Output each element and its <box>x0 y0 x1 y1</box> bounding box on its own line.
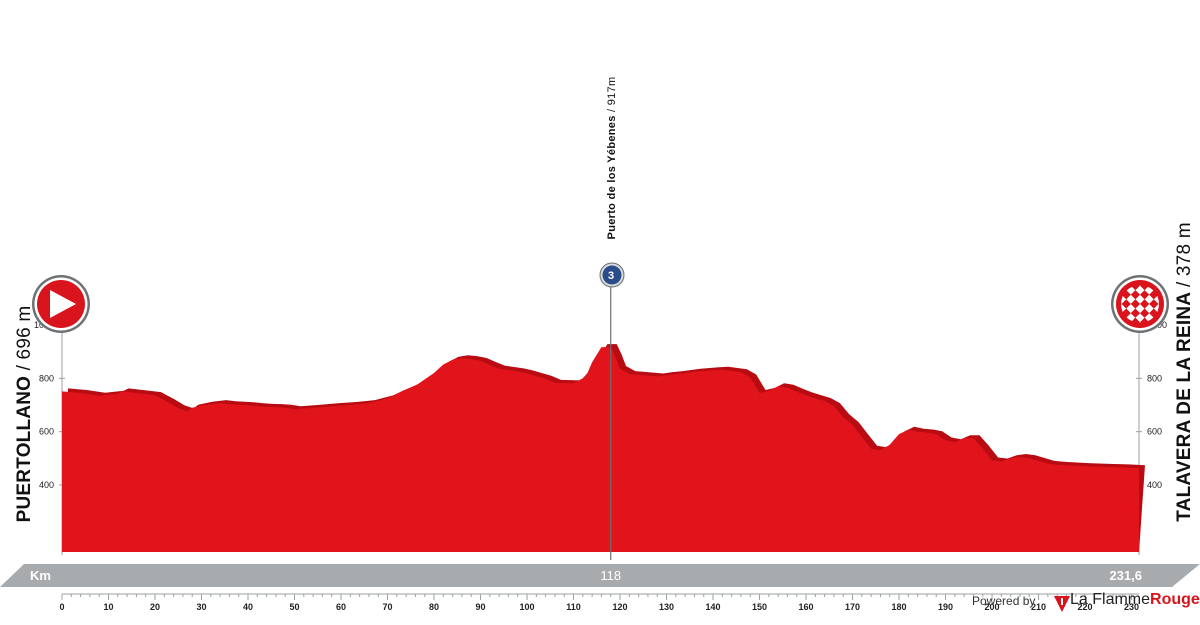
y-tick-label: 600 <box>1147 427 1162 437</box>
x-tick-label: 200 <box>985 602 1000 612</box>
x-tick-label: 100 <box>520 602 535 612</box>
x-tick-label: 210 <box>1031 602 1046 612</box>
x-tick-label: 110 <box>566 602 581 612</box>
finish-altitude: / 378 m <box>1174 222 1195 288</box>
brand-logo-icon <box>1054 596 1070 612</box>
x-tick-label: 190 <box>938 602 953 612</box>
x-tick-label: 20 <box>150 602 160 612</box>
finish-city-name: TALAVERA DE LA REINA <box>1174 292 1195 522</box>
x-tick-label: 170 <box>845 602 860 612</box>
x-tick-label: 40 <box>243 602 253 612</box>
distance-bar-climb-km: 118 <box>600 568 621 583</box>
climb-category-badge: 3 <box>599 262 625 288</box>
x-tick-label: 220 <box>1078 602 1093 612</box>
x-tick-label: 90 <box>476 602 486 612</box>
x-tick-label: 80 <box>429 602 439 612</box>
distance-bar-unit: Km <box>30 568 51 583</box>
x-tick-label: 160 <box>799 602 814 612</box>
y-tick-label: 400 <box>39 480 54 490</box>
x-tick-label: 180 <box>892 602 907 612</box>
climb-label: Puerto de los Yébenes / 917m <box>606 77 618 240</box>
powered-by-text: Powered by <box>972 594 1036 608</box>
climb-name: Puerto de los Yébenes <box>606 115 618 240</box>
start-play-icon <box>32 275 90 333</box>
y-tick-label: 800 <box>39 373 54 383</box>
finish-checkered-flag-icon <box>1111 275 1169 333</box>
finish-city-label: TALAVERA DE LA REINA / 378 m <box>1174 222 1196 521</box>
x-tick-label: 60 <box>336 602 346 612</box>
x-tick-label: 0 <box>59 602 64 612</box>
x-tick-label: 10 <box>103 602 113 612</box>
profile-texture <box>62 347 1139 552</box>
brand-name-part2: Rouge <box>1150 591 1200 608</box>
y-ticks-left: 4006008001000 <box>34 320 65 490</box>
x-tick-label: 130 <box>659 602 674 612</box>
x-tick-label: 230 <box>1124 602 1139 612</box>
climb-category: 3 <box>608 270 614 282</box>
distance-bar-total: 231,6 <box>1109 568 1142 583</box>
x-tick-label: 30 <box>196 602 206 612</box>
x-tick-label: 50 <box>290 602 300 612</box>
brand-name[interactable]: La FlammeRouge <box>1070 591 1200 609</box>
y-tick-label: 800 <box>1147 373 1162 383</box>
climb-altitude: / 917m <box>606 76 618 112</box>
x-tick-label: 120 <box>613 602 628 612</box>
y-tick-label: 600 <box>39 427 54 437</box>
y-ticks-right: 4006008001000 <box>1136 320 1167 490</box>
start-city-name: PUERTOLLANO <box>14 375 35 523</box>
x-tick-label: 70 <box>383 602 393 612</box>
x-tick-label: 140 <box>706 602 721 612</box>
start-city-label: PUERTOLLANO / 696 m <box>14 306 36 523</box>
start-altitude: / 696 m <box>14 305 35 371</box>
x-ticks: 0 10 20 30 40 50 60 70 80 90 100 110 120 130 140 150 160… <box>59 594 1139 612</box>
distance-bar <box>0 564 1200 587</box>
y-tick-label: 400 <box>1147 480 1162 490</box>
x-tick-label: 150 <box>752 602 767 612</box>
brand-name-part1: La Flamme <box>1070 591 1151 608</box>
